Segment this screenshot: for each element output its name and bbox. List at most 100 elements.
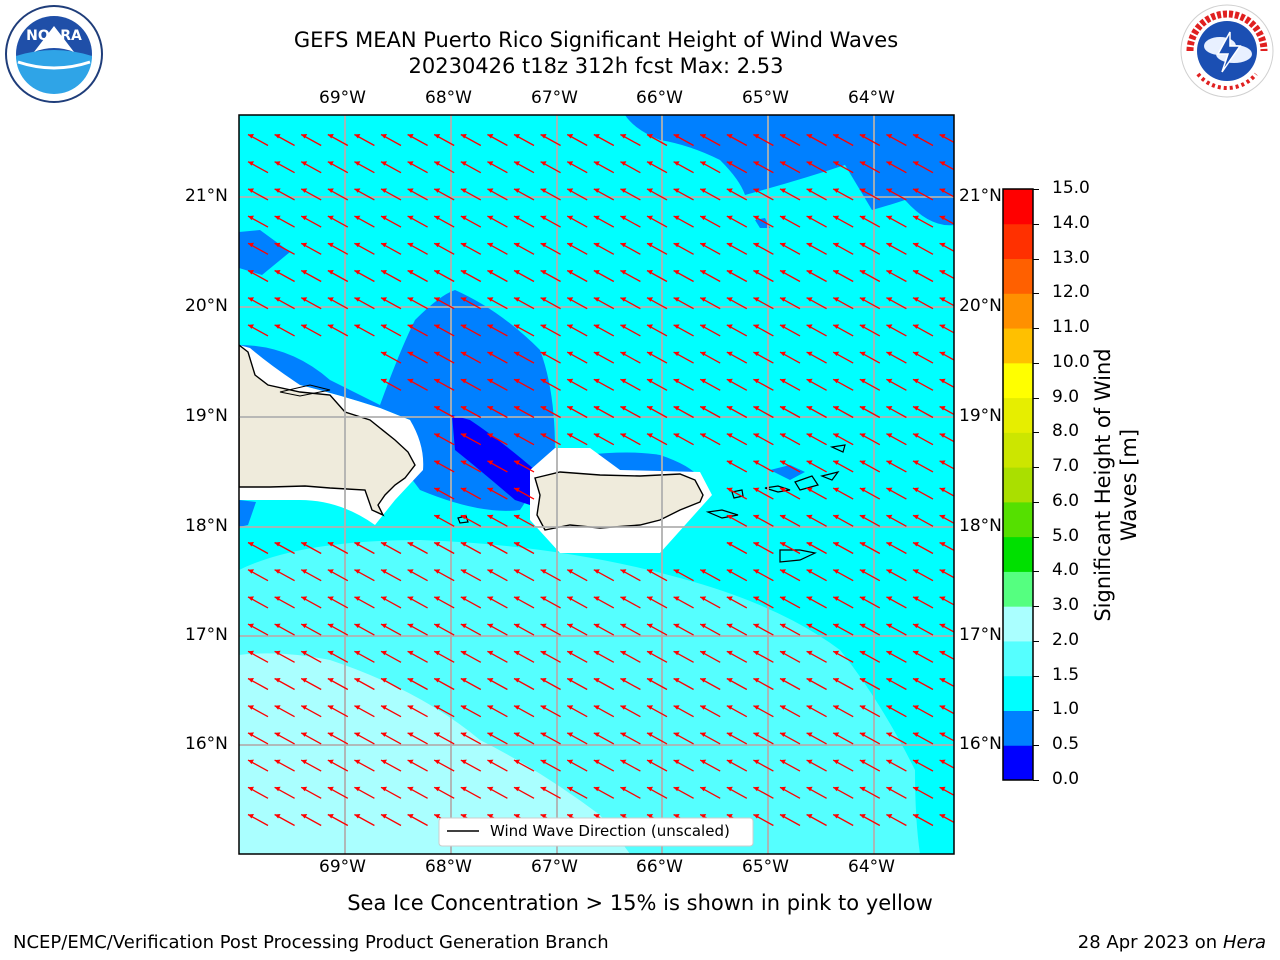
lon-label: 64°W [848, 88, 895, 108]
wind-arrow [513, 705, 535, 718]
wind-arrow [300, 813, 322, 827]
wind-arrow [327, 269, 349, 283]
wind-arrow [327, 161, 349, 174]
wind-arrow [540, 623, 561, 636]
wind-arrow [300, 569, 322, 582]
wind-arrow [380, 569, 402, 582]
wind-arrow [779, 460, 801, 473]
wind-arrow [859, 650, 881, 663]
wind-arrow [886, 514, 907, 527]
map-grid [239, 115, 954, 854]
wind-arrow [380, 786, 402, 799]
wind-arrow [593, 269, 615, 283]
wind-arrow [806, 596, 827, 609]
wind-arrow [460, 324, 482, 337]
wind-arrow [806, 623, 827, 636]
colorbar-band [1003, 536, 1033, 572]
lon-label: 64°W [848, 857, 895, 877]
wind-arrow [699, 677, 721, 691]
wind-arrow [726, 596, 748, 609]
band-0-0p5 [452, 415, 535, 505]
wind-arrow [673, 405, 694, 419]
wind-arrow [673, 569, 694, 582]
wind-arrow [354, 324, 375, 337]
wind-arrow [327, 596, 349, 609]
wind-arrow [460, 133, 482, 147]
wind-arrow [753, 188, 774, 201]
wind-arrow [646, 786, 668, 799]
wind-arrow [407, 351, 428, 364]
wind-arrow [779, 215, 801, 228]
wind-arrow [806, 705, 827, 718]
wind-wave-arrows [247, 133, 954, 827]
wind-arrow [726, 433, 748, 446]
wind-arrow [912, 650, 934, 663]
noaa-logo: NOARA [4, 4, 104, 104]
wind-arrow [806, 324, 827, 337]
wind-arrow [566, 786, 588, 799]
wind-arrow [726, 405, 748, 419]
wind-arrow [433, 541, 455, 555]
wind-arrow [620, 623, 641, 636]
wind-arrow [832, 242, 854, 255]
colorbar-tick-mark [1033, 501, 1039, 503]
lat-label: 19°N [185, 406, 228, 426]
wind-arrow [859, 188, 881, 201]
wind-arrow [673, 596, 694, 609]
wind-arrow [327, 759, 349, 772]
chart-subtitle: 20230426 t18z 312h fcst Max: 2.53 [408, 54, 784, 78]
wind-arrow [726, 677, 748, 691]
wind-arrow [699, 215, 721, 228]
wind-arrow [300, 133, 322, 147]
wind-arrow [699, 133, 721, 147]
wind-arrow [726, 732, 748, 745]
wind-arrow [354, 269, 375, 283]
wind-arrow [620, 786, 641, 799]
wind-arrow [886, 351, 907, 364]
wind-arrow [806, 378, 827, 391]
wind-arrow [939, 705, 954, 715]
wind-arrow [753, 813, 774, 827]
wind-arrow [912, 133, 934, 147]
wind-arrow [912, 705, 934, 718]
wind-arrow [593, 297, 615, 310]
wind-arrow [753, 433, 774, 446]
wind-arrow [487, 786, 508, 799]
lon-label: 67°W [531, 88, 578, 108]
colorbar-tick-label: 3.0 [1052, 595, 1080, 616]
wind-arrow [939, 786, 954, 796]
wind-arrow [300, 786, 322, 799]
wind-arrow [487, 541, 508, 555]
wind-arrow [487, 351, 508, 364]
wind-arrow [779, 487, 801, 500]
wind-arrow [673, 215, 694, 228]
wind-arrow [513, 623, 535, 636]
wind-arrow [726, 569, 748, 582]
wind-arrow [593, 677, 615, 691]
wind-arrow [886, 405, 907, 419]
wind-arrow [460, 541, 482, 555]
wind-arrow [939, 514, 954, 524]
wind-arrow [859, 596, 881, 609]
wind-arrow [699, 188, 721, 201]
wind-arrow [327, 324, 349, 337]
wind-arrow [380, 161, 402, 174]
wind-arrow [886, 242, 907, 255]
wind-arrow [620, 297, 641, 310]
wind-arrow [726, 514, 748, 527]
wind-arrow [593, 433, 615, 446]
colorbar-tick-label: 15.0 [1052, 178, 1090, 198]
wind-arrow [699, 297, 721, 310]
wind-arrow [699, 569, 721, 582]
wind-arrow [513, 786, 535, 799]
wind-arrow [779, 514, 801, 527]
wind-arrow [699, 351, 721, 364]
wind-arrow [513, 269, 535, 283]
wind-arrow [886, 188, 907, 201]
wind-arrow [832, 759, 854, 772]
wind-arrow [566, 351, 588, 364]
wind-arrow [646, 378, 668, 391]
colorbar-tick-mark [1033, 189, 1039, 190]
wind-arrow [460, 161, 482, 174]
wind-arrow [939, 324, 954, 334]
